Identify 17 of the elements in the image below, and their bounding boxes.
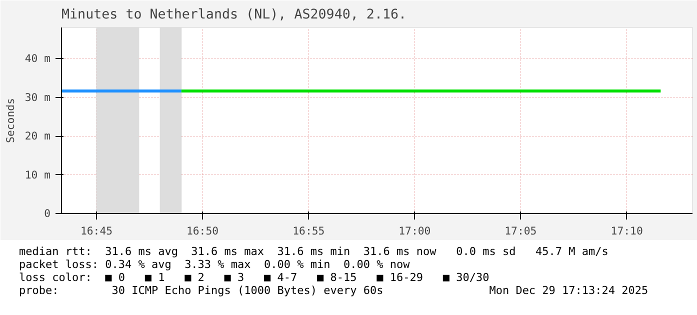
y-tick-label: 40 m [24, 52, 51, 65]
text: median rtt: 31.6 ms avg 31.6 ms max 31.6 ms min 31.6 ms now 0.0 ms sd 45.7 M am/s [19, 245, 608, 258]
y-axis-title: Seconds [4, 98, 17, 143]
x-tick-label: 16:55 [292, 224, 325, 238]
y-tick-label: 0 [44, 207, 51, 220]
chart-title: Minutes to Netherlands (NL), AS20940, 2.16. [62, 8, 407, 22]
x-tick-label: 17:10 [610, 224, 643, 238]
text: loss color: ■ 0 ■ 1 ■ 2 ■ 3 ■ 4-7 ■ 8-15 ■ 16-29 ■ 30/30 [19, 271, 490, 284]
text: packet loss: 0.34 % avg 3.33 % max 0.00 % min 0.00 % now [19, 258, 410, 271]
text: probe: 30 ICMP Echo Pings (1000 Bytes) every 60s Mon Dec 29 17:13:24 2025 [19, 284, 648, 297]
x-tick-label: 16:50 [186, 224, 219, 238]
y-tick-label: 30 m [24, 90, 51, 104]
y-tick-label: 20 m [24, 130, 51, 142]
x-tick-label: 17:00 [398, 224, 431, 238]
x-tick-label: 17:05 [504, 224, 537, 238]
x-tick-label: 16:45 [80, 224, 113, 238]
y-tick-label: 10 m [24, 168, 51, 182]
